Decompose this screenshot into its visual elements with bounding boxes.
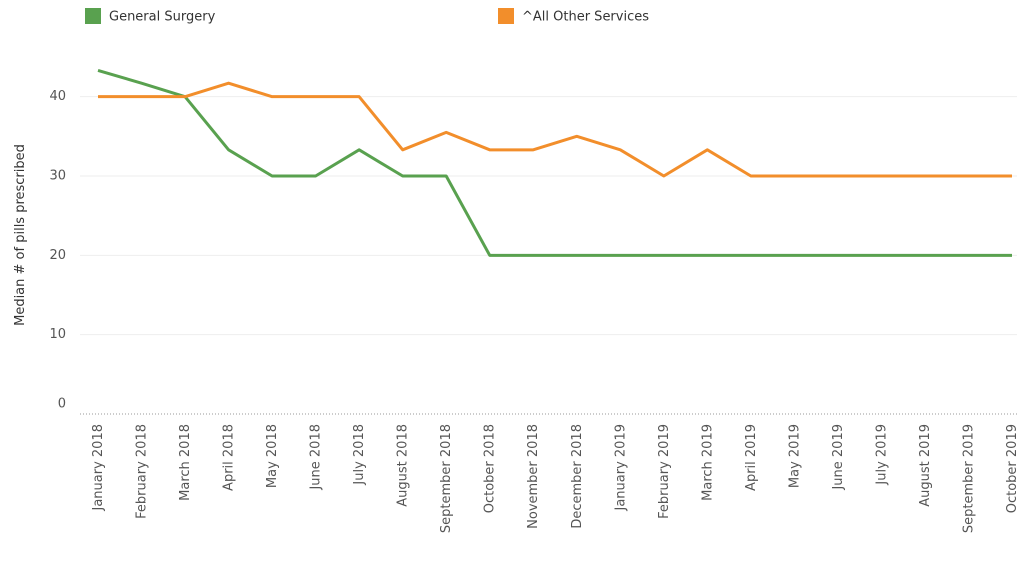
x-tick-label: April 2019 (744, 424, 759, 491)
x-tick-label: May 2018 (265, 424, 280, 488)
legend-label: ^All Other Services (522, 10, 649, 25)
x-tick-label: May 2019 (787, 424, 802, 488)
x-tick-label: August 2019 (918, 424, 933, 507)
x-tick-label: September 2018 (439, 424, 454, 533)
y-tick-label: 30 (49, 169, 66, 184)
line (98, 81, 1012, 178)
legend-swatch (498, 8, 514, 24)
y-tick-label: 20 (49, 248, 66, 263)
y-tick-label: 40 (49, 89, 66, 104)
x-tick-label: March 2019 (700, 424, 715, 501)
legend-swatch (85, 8, 101, 24)
x-tick-label: October 2019 (1005, 424, 1017, 513)
x-tick-label: October 2018 (483, 424, 498, 513)
x-tick-label: January 2018 (91, 424, 106, 512)
x-tick-label: July 2018 (352, 424, 367, 486)
x-tick-label: January 2019 (613, 424, 628, 512)
x-tick-label: February 2019 (657, 424, 672, 519)
y-tick-label: 10 (49, 327, 66, 342)
x-tick-label: November 2018 (526, 424, 541, 529)
y-axis-title: Median # of pills prescribed (13, 144, 28, 326)
y-tick-label: 0 (58, 397, 66, 412)
legend-label: General Surgery (109, 10, 216, 25)
x-tick-label: August 2018 (396, 424, 411, 507)
line (97, 69, 1012, 257)
x-tick-label: July 2019 (874, 424, 889, 486)
x-tick-label: December 2018 (570, 424, 585, 529)
x-tick-label: June 2018 (309, 424, 324, 491)
x-tick-label: June 2019 (831, 424, 846, 491)
x-tick-label: February 2018 (135, 424, 150, 519)
x-tick-label: March 2018 (178, 424, 193, 501)
x-tick-label: September 2019 (961, 424, 976, 533)
x-tick-label: April 2018 (222, 424, 237, 491)
